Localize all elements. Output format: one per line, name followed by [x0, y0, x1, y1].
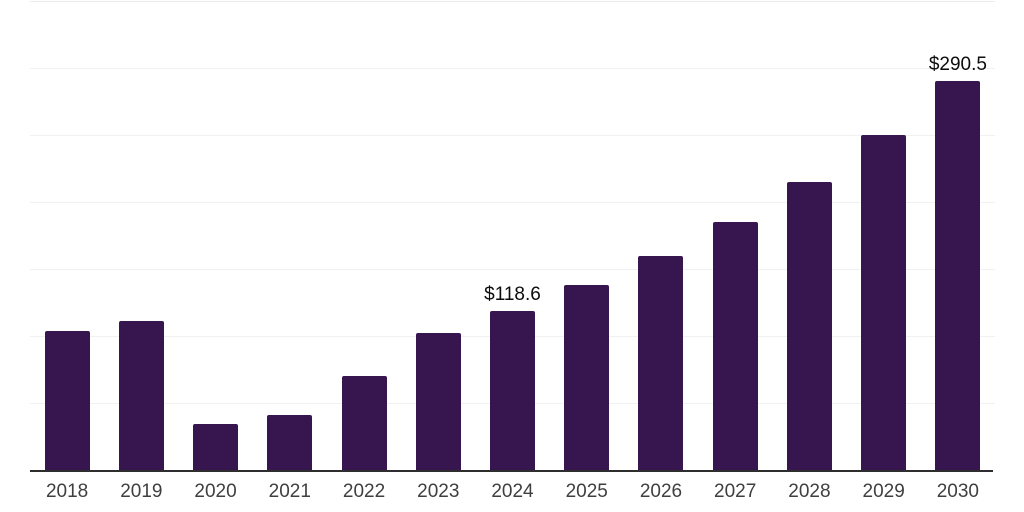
x-tick-label-2019: 2019: [120, 481, 163, 502]
bar-2020[interactable]: [193, 424, 239, 470]
bar-value-label-2030: $290.5: [928, 53, 987, 75]
bar-2030[interactable]: [935, 80, 981, 470]
bar-2029[interactable]: [861, 135, 907, 470]
x-tick-label-2022: 2022: [342, 481, 386, 502]
x-tick-label-2027: 2027: [714, 481, 757, 502]
x-axis-labels: 2018 2019 2020 2021 2022 2023 2024 2025 2026 2027…: [30, 481, 995, 507]
x-tick-label-2030: 2030: [936, 481, 980, 502]
bar-2026[interactable]: [638, 255, 684, 470]
x-tick-label-2021: 2021: [268, 481, 311, 502]
x-axis-line: [30, 470, 993, 472]
x-tick-label-2018: 2018: [45, 481, 89, 502]
x-tick-label-2024: 2024: [491, 481, 534, 502]
x-tick-label-2029: 2029: [862, 481, 905, 502]
bar-2019[interactable]: [118, 321, 164, 470]
plot-area: $118.6 $290.5: [30, 1, 995, 470]
bar-2027[interactable]: [712, 222, 758, 470]
x-tick-label-2026: 2026: [639, 481, 683, 502]
gridline-200: [30, 202, 995, 203]
bar-2022[interactable]: [341, 375, 387, 470]
x-tick-label-2023: 2023: [417, 481, 460, 502]
bar-2021[interactable]: [267, 415, 313, 470]
gridline-250: [30, 135, 995, 136]
bar-2018[interactable]: [44, 330, 90, 470]
bar-2023[interactable]: [415, 333, 461, 470]
bar-value-label-2024: $118.6: [484, 284, 541, 306]
bar-2024[interactable]: [490, 311, 535, 470]
bar-2028[interactable]: [786, 181, 832, 470]
bar-2025[interactable]: [564, 285, 610, 470]
x-tick-label-2020: 2020: [194, 481, 237, 502]
x-tick-label-2025: 2025: [565, 481, 608, 502]
gridline-150: [30, 269, 995, 270]
gridline-350: [30, 1, 995, 2]
x-tick-label-2028: 2028: [788, 481, 831, 502]
gridline-300: [30, 68, 995, 69]
